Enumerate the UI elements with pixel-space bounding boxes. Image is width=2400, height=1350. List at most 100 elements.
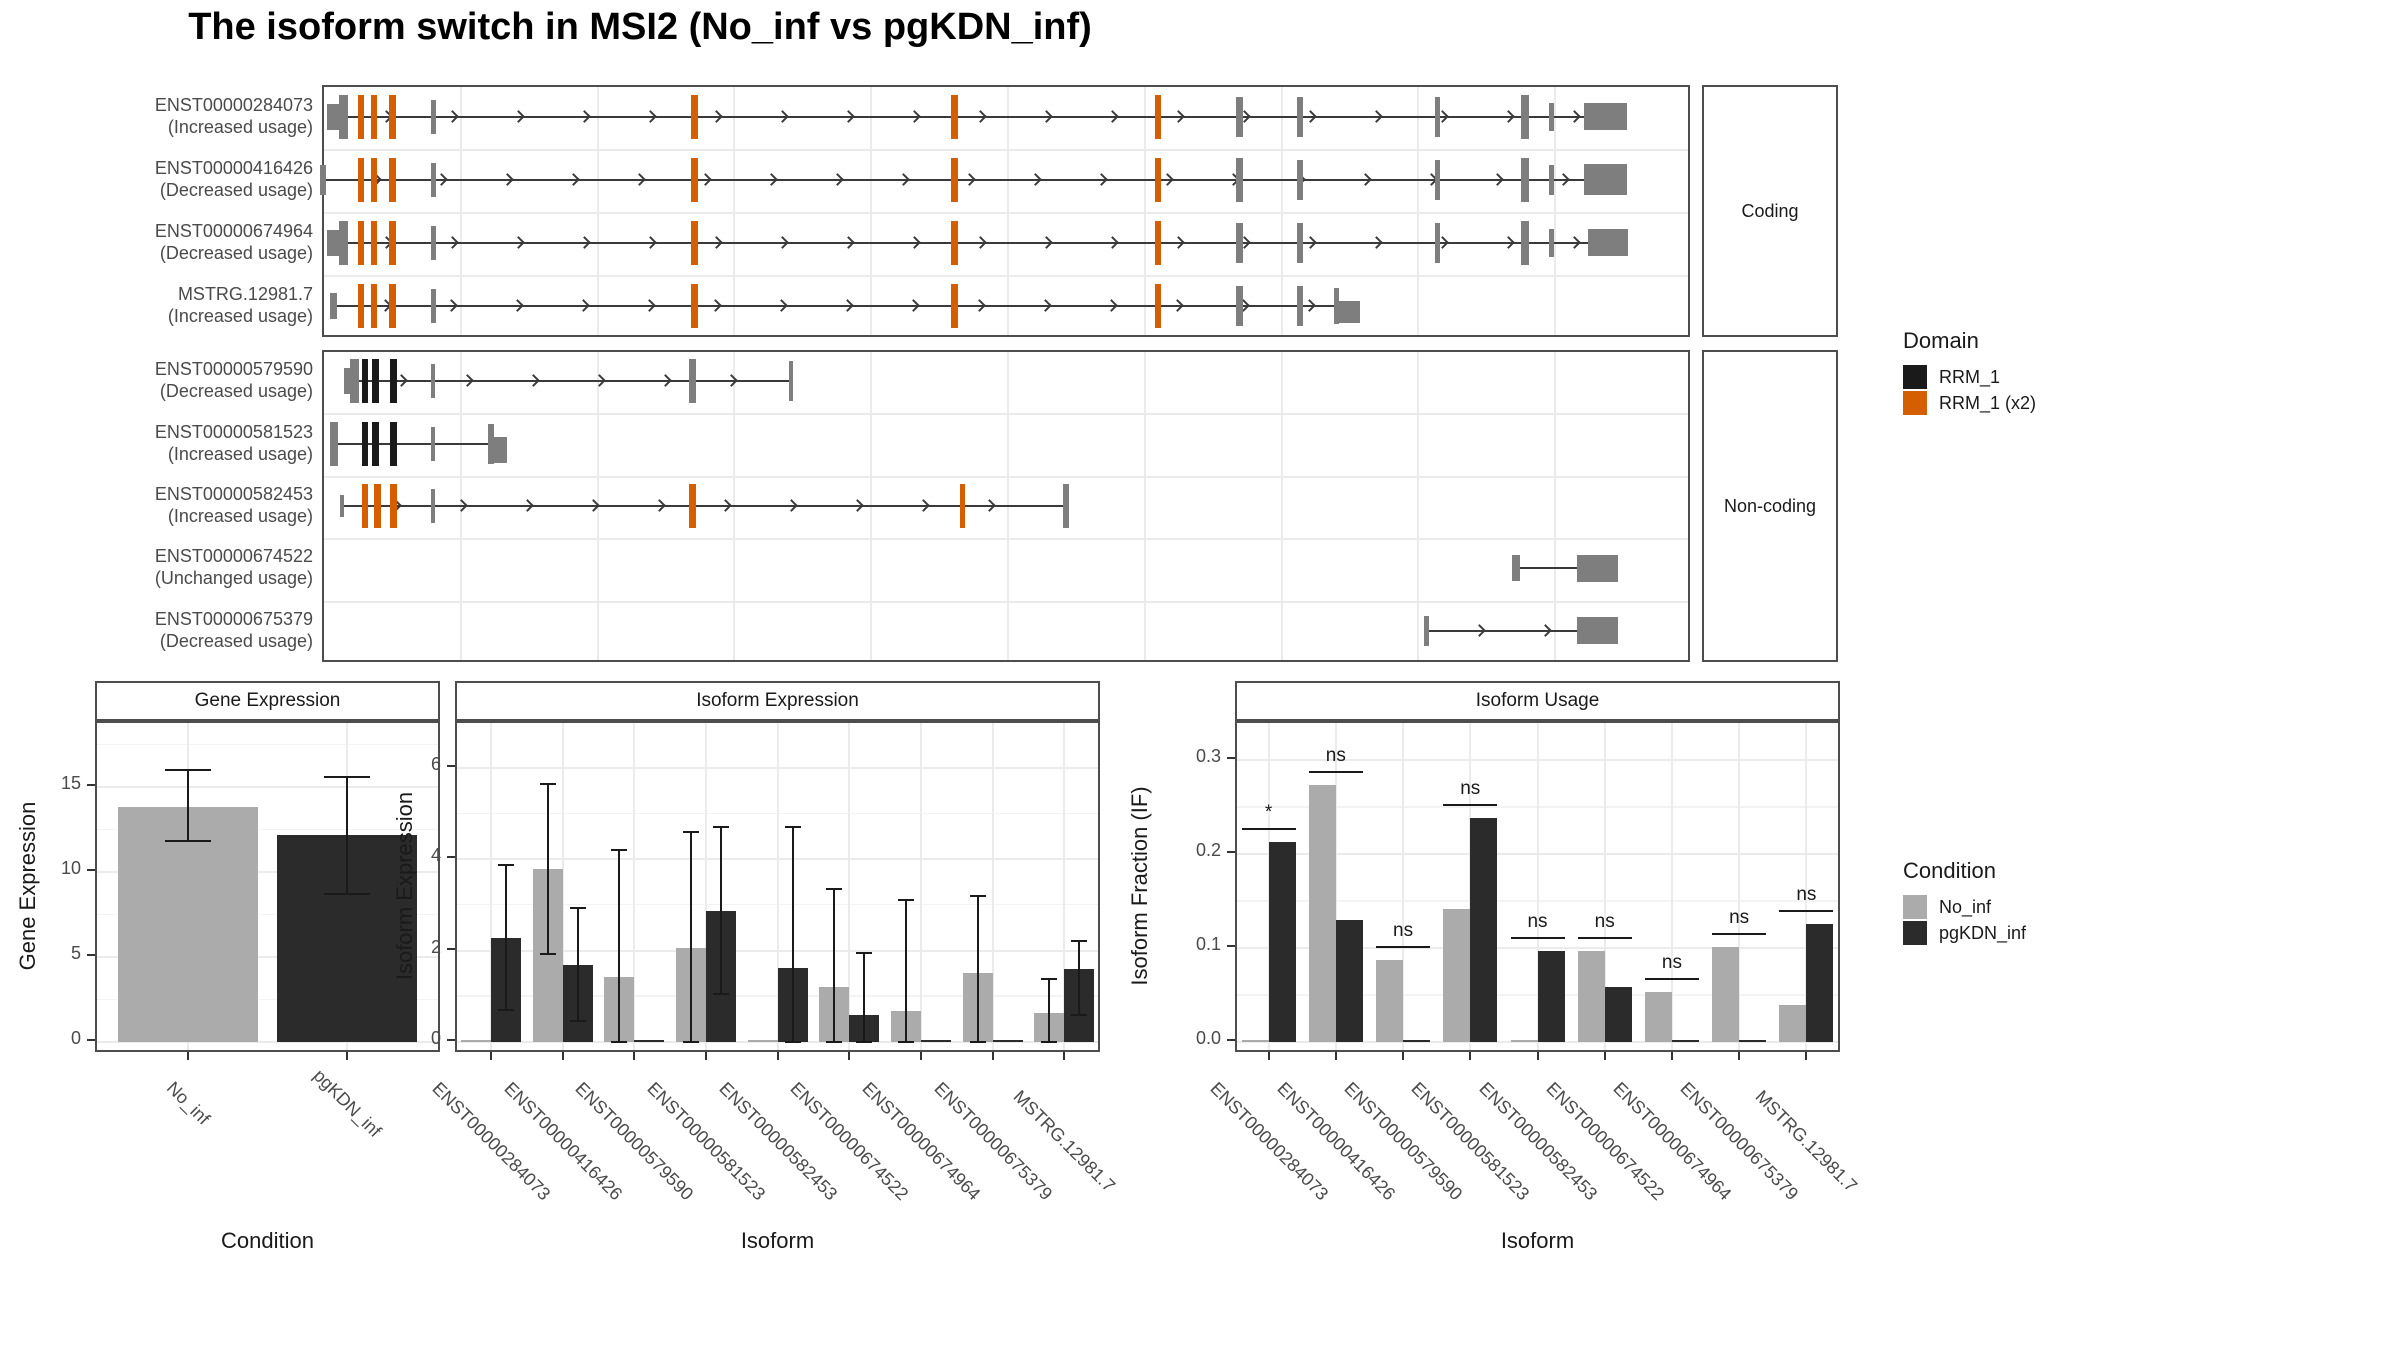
gridline-major xyxy=(97,786,438,788)
domain-box xyxy=(691,157,698,202)
gridline-vertical xyxy=(704,723,707,1050)
strand-arrow-icon xyxy=(1106,235,1119,249)
significance-label: ns xyxy=(1460,778,1481,800)
exon-box xyxy=(330,292,337,319)
significance-label: ns xyxy=(1325,745,1346,767)
bar-ENST00000674964-pgKDN_inf xyxy=(920,1039,951,1042)
strand-arrow-icon xyxy=(765,172,778,186)
gridline-vertical xyxy=(596,87,599,335)
domain-box xyxy=(951,283,958,328)
transcript-usage: (Increased usage) xyxy=(167,443,313,464)
strand-arrow-icon xyxy=(699,172,712,186)
strip-label: Non-coding xyxy=(1723,495,1817,516)
gridline-vertical xyxy=(1063,723,1066,1050)
gridline-vertical xyxy=(1805,723,1808,1050)
y-tick-mark xyxy=(447,1039,455,1041)
gridline-vertical xyxy=(1417,87,1420,335)
strand-arrow-icon xyxy=(455,499,468,512)
error-bar-cap xyxy=(569,907,586,910)
y-tick-mark xyxy=(87,784,95,786)
bar-ENST00000284073-No_inf xyxy=(1241,1039,1269,1042)
strand-arrow-icon xyxy=(851,499,864,512)
exon-box xyxy=(689,359,696,404)
gridline-horizontal xyxy=(324,212,1688,214)
chart-panel-2 xyxy=(1235,721,1840,1052)
gridline-vertical xyxy=(633,723,636,1050)
bar-MSTRG.12981.7-pgKDN_inf xyxy=(1806,923,1834,1042)
x-tick-mark xyxy=(848,1052,851,1060)
domain-box xyxy=(371,157,377,202)
error-bar-line xyxy=(863,952,866,1042)
strand-arrow-icon xyxy=(973,298,986,312)
legend-item-rrm1: RRM_1 xyxy=(1903,364,2323,390)
exon-box xyxy=(1521,157,1529,202)
transcript-usage: (Unchanged usage) xyxy=(154,568,313,589)
y-axis-title: Isoform Fraction (IF) xyxy=(1127,786,1152,986)
intron-line xyxy=(334,115,1607,118)
bar-ENST00000582453-pgKDN_inf xyxy=(1537,950,1565,1042)
strand-arrow-icon xyxy=(983,499,996,512)
gridline-vertical xyxy=(1143,352,1146,660)
error-bar-cap xyxy=(165,840,212,843)
error-bar-cap xyxy=(611,849,628,852)
domain-box xyxy=(951,157,958,202)
error-bar-line xyxy=(546,783,549,954)
gridline-major xyxy=(97,871,438,873)
strand-arrow-icon xyxy=(1095,172,1108,186)
domain-box xyxy=(389,220,396,265)
domain-box xyxy=(1155,220,1161,265)
significance-underline xyxy=(1443,804,1498,807)
strand-arrow-icon xyxy=(1557,172,1570,186)
gridline-vertical xyxy=(776,723,779,1050)
exon-box xyxy=(1584,164,1627,195)
transcript-id: MSTRG.12981.7 xyxy=(177,283,313,304)
strip-noncoding: Non-coding xyxy=(1702,350,1838,662)
y-tick-label: 5 xyxy=(70,943,81,963)
strand-arrow-icon xyxy=(710,235,723,249)
structure-panel-noncoding xyxy=(322,350,1690,662)
significance-label: ns xyxy=(1594,910,1615,932)
domain-box xyxy=(389,94,396,139)
strand-arrow-icon xyxy=(1502,109,1515,123)
gridline-minor xyxy=(97,743,438,745)
strand-arrow-icon xyxy=(527,374,540,388)
intron-line xyxy=(334,241,1607,244)
chart-panel-1 xyxy=(455,721,1100,1052)
exon-box xyxy=(1588,229,1628,256)
y-tick-label: 15 xyxy=(60,773,81,793)
intron-line xyxy=(333,304,1349,307)
gridline-vertical xyxy=(1280,352,1283,660)
gridline-vertical xyxy=(1554,87,1557,335)
gridline-vertical xyxy=(459,87,462,335)
x-axis-title: Isoform xyxy=(740,1228,815,1253)
x-axis-title: Condition xyxy=(221,1228,314,1253)
error-bar-line xyxy=(504,864,507,1010)
domain-box xyxy=(691,283,698,328)
strand-arrow-icon xyxy=(1171,298,1184,312)
x-tick-mark xyxy=(633,1052,636,1060)
error-bar-line xyxy=(1078,941,1081,1015)
gridline-vertical xyxy=(1603,723,1606,1050)
y-tick-label: 0.1 xyxy=(1195,934,1221,954)
strand-arrow-icon xyxy=(897,172,910,186)
intron-line xyxy=(1427,629,1580,632)
exon-box xyxy=(1521,94,1529,139)
strand-arrow-icon xyxy=(709,298,722,312)
gridline-vertical xyxy=(1280,87,1283,335)
strand-arrow-icon xyxy=(1106,109,1119,123)
y-tick-label: 6 xyxy=(430,753,441,774)
exon-box xyxy=(1435,96,1440,137)
gridline-vertical xyxy=(489,723,492,1050)
exon-box xyxy=(431,426,435,461)
domain-box xyxy=(691,94,698,139)
strand-arrow-icon xyxy=(653,499,666,512)
intron-line xyxy=(335,442,492,445)
error-bar-cap xyxy=(784,1041,801,1043)
x-tick-mark xyxy=(1334,1052,1337,1060)
strand-arrow-icon xyxy=(633,172,646,186)
y-tick-label: 4 xyxy=(430,845,441,866)
strand-arrow-icon xyxy=(1039,298,1052,312)
strand-arrow-icon xyxy=(521,499,534,512)
exon-box xyxy=(1424,615,1429,646)
